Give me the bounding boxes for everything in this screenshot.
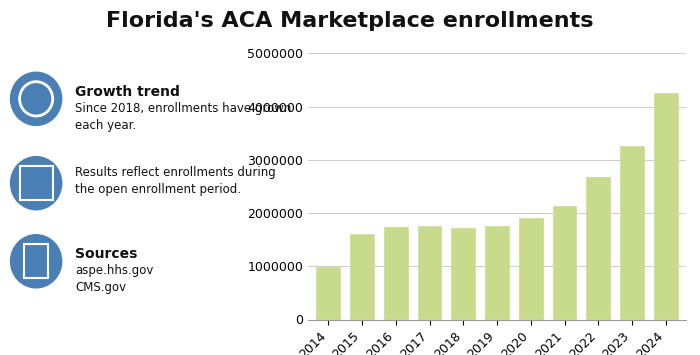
Text: Growth trend: Growth trend	[76, 85, 180, 99]
Bar	[519, 218, 543, 320]
Bar	[350, 234, 374, 320]
Text: aspe.hhs.gov
CMS.gov: aspe.hhs.gov CMS.gov	[76, 264, 153, 294]
Bar	[485, 226, 509, 320]
Circle shape	[10, 235, 62, 288]
Bar	[316, 267, 340, 320]
Bar	[654, 93, 678, 320]
Bar	[620, 146, 644, 320]
Bar	[587, 177, 610, 320]
Text: Since 2018, enrollments have grown
each year.: Since 2018, enrollments have grown each …	[76, 102, 292, 132]
Bar	[553, 206, 576, 320]
Bar	[24, 244, 48, 278]
Bar	[452, 229, 475, 320]
Bar	[20, 166, 52, 200]
Text: Sources: Sources	[76, 247, 138, 261]
Circle shape	[10, 72, 62, 125]
Bar	[384, 227, 407, 320]
Bar	[418, 226, 441, 320]
Text: health
insurance
.org: health insurance .org	[24, 307, 81, 342]
Circle shape	[10, 157, 62, 210]
Text: Florida's ACA Marketplace enrollments: Florida's ACA Marketplace enrollments	[106, 11, 594, 31]
Text: Results reflect enrollments during
the open enrollment period.: Results reflect enrollments during the o…	[76, 166, 276, 196]
